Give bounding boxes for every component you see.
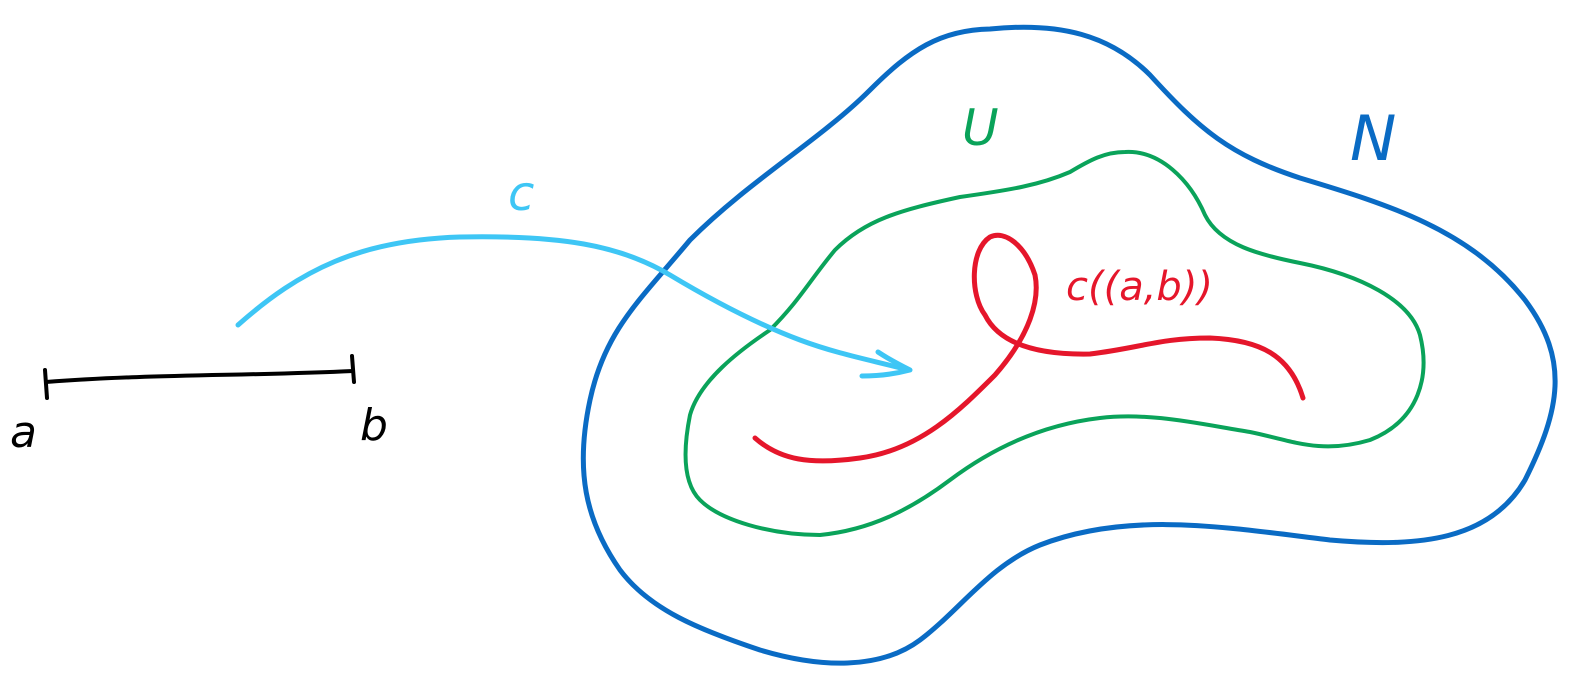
map-arrow [235, 234, 913, 379]
interval-right-tick [350, 354, 356, 384]
interval-start-label: a [10, 407, 37, 458]
manifold-outline [580, 24, 1558, 666]
open-set-outline [683, 149, 1426, 537]
manifold-label: N [1350, 102, 1396, 175]
interval-segment [43, 354, 356, 400]
map-arrow-shaft [235, 234, 911, 373]
image-curve [752, 232, 1306, 464]
interval-left-tick [43, 368, 49, 400]
map-arrow-head [859, 349, 913, 379]
interval-line [44, 369, 355, 384]
image-label: c((a,b)) [1066, 264, 1213, 310]
open-set-label: U [962, 99, 999, 157]
interval-end-label: b [360, 400, 388, 451]
map-label: c [508, 166, 534, 222]
